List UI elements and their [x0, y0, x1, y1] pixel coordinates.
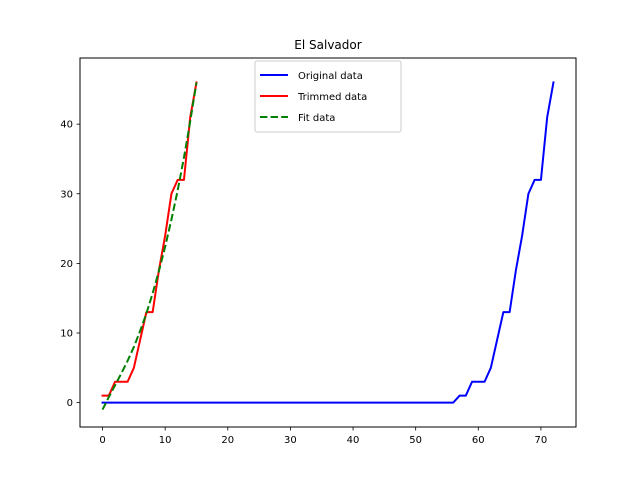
y-tick-label: 10 [60, 329, 73, 340]
series-line-1 [101, 81, 555, 404]
x-tick-label: 40 [347, 435, 360, 446]
legend-box [254, 60, 402, 133]
x-tick-label: 0 [99, 435, 105, 446]
series-line-3 [101, 82, 198, 411]
x-tick-label: 10 [159, 435, 172, 446]
y-tick-label: 40 [60, 120, 73, 131]
x-tick-label: 20 [221, 435, 234, 446]
legend-label-1: Original data [298, 71, 363, 82]
series-line-2 [101, 81, 198, 397]
x-tick-label: 70 [535, 435, 548, 446]
y-tick-label: 0 [67, 398, 73, 409]
legend-label-2: Trimmed data [297, 92, 367, 103]
x-tick-label: 60 [472, 435, 485, 446]
legend: Original data Trimmed data Fit data [254, 60, 402, 133]
axes: 0 10 20 30 40 50 60 70 0 10 20 30 40 [60, 57, 577, 446]
x-tick-label: 30 [284, 435, 297, 446]
chart-title: El Salvador [294, 38, 361, 52]
y-tick-label: 20 [60, 259, 73, 270]
y-tick-label: 30 [60, 189, 73, 200]
plot-frame [79, 57, 577, 428]
legend-label-3: Fit data [298, 113, 335, 124]
plot-marks [101, 81, 555, 411]
x-tick-label: 50 [409, 435, 422, 446]
